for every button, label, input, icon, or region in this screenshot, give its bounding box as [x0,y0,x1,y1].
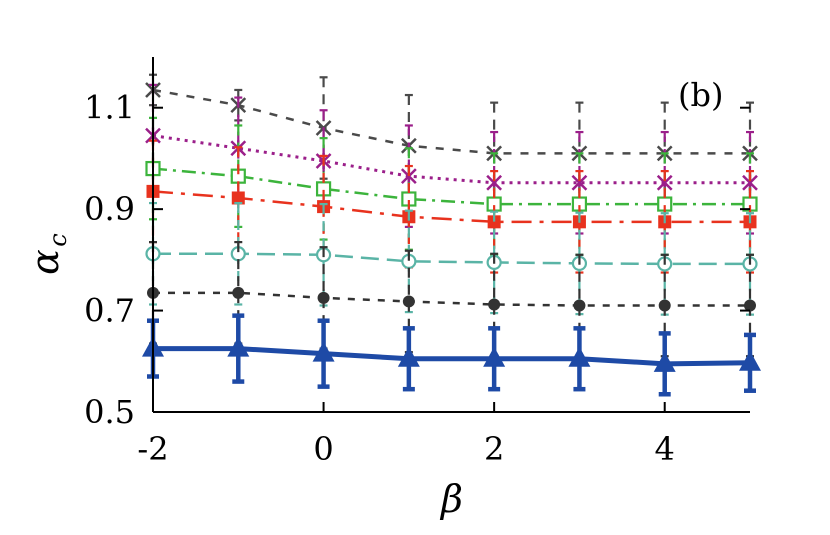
data-point [744,299,756,312]
series-line [153,291,750,307]
x-tick-label: 4 [655,430,675,468]
series-line [153,252,750,266]
y-axis-title-main: α [23,249,67,275]
data-point [568,346,591,367]
data-point [573,299,586,312]
data-point [397,346,420,367]
y-axis-title-subscript: c [44,233,72,246]
data-point [739,350,761,371]
data-point [487,215,501,229]
x-axis-title: β [439,477,463,521]
series-5 [147,241,756,358]
series-line [153,346,751,367]
y-axis-title: α c [23,233,72,275]
y-tick-label: 0.5 [84,393,135,431]
series-layer [142,73,761,397]
y-tick-label: 0.7 [84,292,135,330]
data-point [402,295,415,308]
x-tick-label: -2 [137,430,168,468]
data-point [231,191,245,205]
panel-label: (b) [678,76,723,114]
x-tick-label: 0 [313,430,333,468]
series-line [152,167,750,206]
data-point [317,291,330,304]
series-2 [145,116,758,256]
y-tick-label: 1.1 [84,89,135,127]
axes-layer: -2 0 2 4 0.5 0.7 0.9 1.1 [84,57,750,468]
series-line [152,190,750,224]
data-point [658,299,671,312]
x-tick-label: 2 [484,430,504,468]
y-tick-label: 0.9 [84,190,135,228]
data-point [653,351,676,372]
series-6 [142,313,761,397]
data-point [232,286,245,299]
data-point [227,336,250,357]
data-point [488,298,501,311]
data-point [483,346,506,367]
data-point [312,341,335,362]
